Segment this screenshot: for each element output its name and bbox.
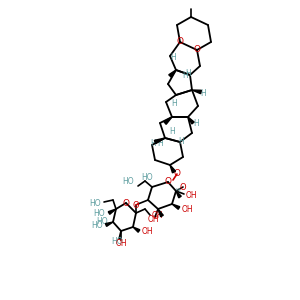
Text: O: O xyxy=(133,200,139,209)
Text: HO: HO xyxy=(92,221,103,230)
Polygon shape xyxy=(105,222,113,226)
Text: OH: OH xyxy=(182,205,194,214)
Text: OH: OH xyxy=(115,238,127,247)
Text: H: H xyxy=(178,137,184,146)
Text: O: O xyxy=(180,182,186,191)
Text: HO: HO xyxy=(111,238,123,247)
Text: H: H xyxy=(169,127,175,136)
Polygon shape xyxy=(133,227,140,232)
Text: O: O xyxy=(194,46,200,55)
Text: OH: OH xyxy=(152,212,164,220)
Text: HO: HO xyxy=(96,218,108,226)
Polygon shape xyxy=(188,117,194,124)
Polygon shape xyxy=(154,138,165,144)
Text: H: H xyxy=(200,88,206,98)
Text: OH: OH xyxy=(147,214,159,224)
Text: O: O xyxy=(122,199,130,208)
Text: H: H xyxy=(150,139,156,148)
Text: H: H xyxy=(176,188,180,193)
Polygon shape xyxy=(172,204,180,209)
Text: H: H xyxy=(157,140,163,148)
Text: H: H xyxy=(182,71,188,80)
Polygon shape xyxy=(176,191,181,198)
Text: OH: OH xyxy=(186,190,198,200)
Polygon shape xyxy=(192,90,201,94)
Polygon shape xyxy=(169,70,176,77)
Text: H: H xyxy=(170,52,176,62)
Text: HO: HO xyxy=(122,178,134,187)
Text: OH: OH xyxy=(142,227,154,236)
Text: O: O xyxy=(173,169,181,178)
Polygon shape xyxy=(158,209,163,217)
Text: O: O xyxy=(176,38,184,46)
Text: H: H xyxy=(185,70,191,79)
Text: H: H xyxy=(193,118,199,127)
Text: O: O xyxy=(164,178,172,187)
Text: H: H xyxy=(171,100,177,109)
Text: HO: HO xyxy=(89,199,101,208)
Text: HO: HO xyxy=(93,209,105,218)
Polygon shape xyxy=(170,165,176,173)
Polygon shape xyxy=(164,117,172,124)
Text: HO: HO xyxy=(141,172,153,182)
Polygon shape xyxy=(108,209,116,214)
